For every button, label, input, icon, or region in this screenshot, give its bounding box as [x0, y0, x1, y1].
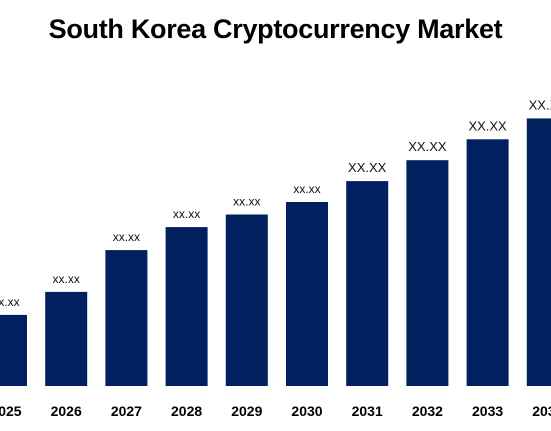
bar-2026	[45, 291, 88, 386]
chart-title: South Korea Cryptocurrency Market	[48, 14, 503, 44]
bar-2028	[165, 227, 208, 386]
x-tick-label-2033: 2033	[472, 403, 503, 419]
x-tick-label-2034: 2034	[532, 403, 551, 419]
data-label-2027: xx.xx	[113, 230, 140, 244]
data-label-2031: XX.XX	[348, 160, 387, 175]
x-tick-label-2026: 2026	[51, 403, 82, 419]
bar-2029	[225, 214, 268, 386]
bar-2027	[105, 250, 148, 386]
x-tick-label-2027: 2027	[111, 403, 142, 419]
bar-2025	[0, 314, 27, 386]
bar-2031	[346, 181, 389, 386]
x-tick-label-2031: 2031	[352, 403, 383, 419]
data-label-2034: XX.XX	[529, 97, 551, 112]
data-label-2032: XX.XX	[408, 139, 447, 154]
x-tick-label-2032: 2032	[412, 403, 443, 419]
data-label-2029: xx.xx	[233, 195, 260, 209]
bar-2033	[466, 139, 509, 386]
data-label-2028: xx.xx	[173, 207, 200, 221]
bar-2030	[286, 202, 328, 386]
x-tick-label-2025: 2025	[0, 403, 22, 419]
x-tick-label-2028: 2028	[171, 403, 202, 419]
bar-2032	[406, 160, 449, 386]
x-tick-label-2029: 2029	[231, 403, 262, 419]
data-label-2030: xx.xx	[293, 182, 320, 196]
data-label-2033: XX.XX	[468, 118, 507, 133]
bar-2034	[526, 118, 551, 387]
data-label-2025: xx.xx	[0, 295, 20, 309]
data-label-2026: xx.xx	[53, 272, 80, 286]
x-tick-label-2030: 2030	[291, 403, 322, 419]
